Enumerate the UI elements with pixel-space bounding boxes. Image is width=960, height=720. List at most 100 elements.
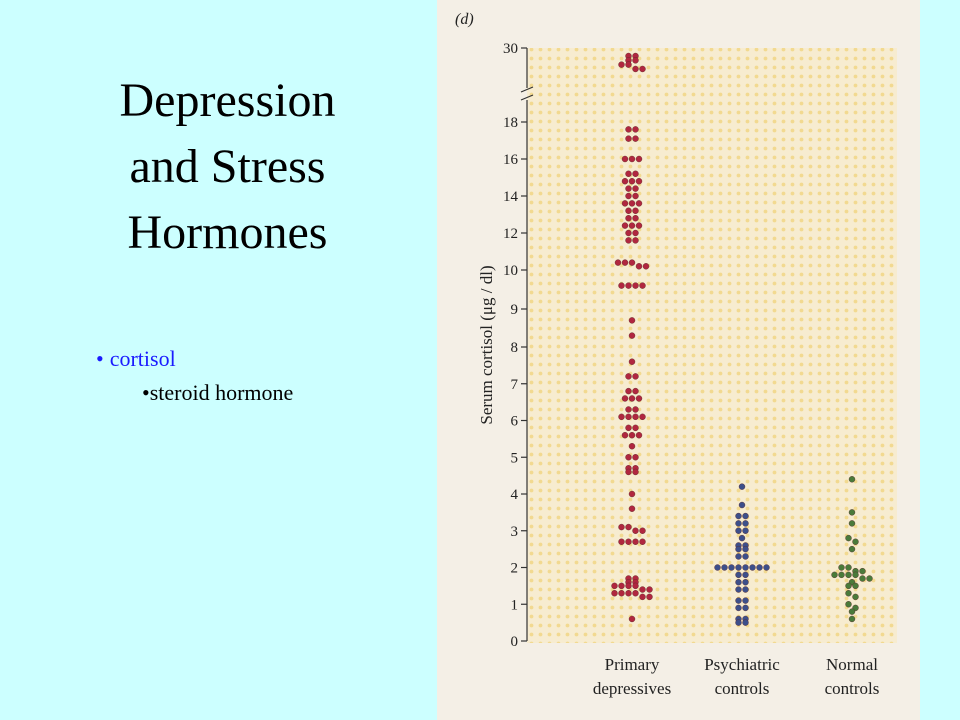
data-point xyxy=(628,317,636,324)
bullet-cortisol-text: cortisol xyxy=(109,346,176,371)
data-point xyxy=(632,185,639,192)
data-point xyxy=(618,282,625,289)
data-point xyxy=(625,582,632,590)
data-point xyxy=(632,413,639,421)
data-point xyxy=(735,604,742,612)
data-point xyxy=(735,571,742,579)
data-point xyxy=(628,222,636,229)
data-point xyxy=(635,200,643,207)
bullet-steroid-hormone: •steroid hormone xyxy=(142,379,293,407)
data-point xyxy=(628,615,636,623)
data-point xyxy=(625,192,632,200)
data-point xyxy=(866,575,873,582)
data-point xyxy=(621,259,629,266)
y-tick-label: 2 xyxy=(511,561,519,577)
y-tick-label: 14 xyxy=(503,189,519,205)
y-tick-label: 5 xyxy=(511,450,519,466)
data-point xyxy=(625,406,632,413)
data-point xyxy=(735,586,742,593)
data-point xyxy=(625,413,632,421)
data-point xyxy=(845,590,852,597)
data-point xyxy=(635,222,643,229)
data-point xyxy=(632,65,639,73)
data-point xyxy=(738,483,746,490)
y-tick-label: 30 xyxy=(503,41,518,57)
title-line-1: Depression xyxy=(119,74,336,127)
data-point xyxy=(628,443,636,450)
data-point xyxy=(611,590,618,597)
data-point xyxy=(845,571,852,579)
slide-title: Depression and Stress Hormones xyxy=(40,68,415,266)
data-point xyxy=(625,126,632,133)
data-point xyxy=(628,432,636,439)
plot-area xyxy=(527,48,897,643)
panel-label: (d) xyxy=(455,11,474,28)
data-point xyxy=(632,282,639,289)
data-point xyxy=(831,571,838,579)
x-label-psychiatric-1: Psychiatric xyxy=(704,655,780,674)
x-label-psychiatric-2: controls xyxy=(715,679,770,698)
y-tick-label: 4 xyxy=(511,487,519,503)
data-point xyxy=(852,582,859,590)
data-point xyxy=(642,263,650,270)
data-point xyxy=(742,553,749,560)
data-point xyxy=(742,512,749,520)
data-point xyxy=(742,527,749,534)
data-point xyxy=(742,520,749,527)
data-point xyxy=(646,586,653,593)
data-point xyxy=(714,564,721,571)
data-point xyxy=(618,590,625,597)
data-point xyxy=(735,597,742,604)
data-point xyxy=(625,185,632,192)
figure-panel: 0 1 2 3 4 5 6 7 8 9 10 12 14 16 18 30 (d) Serum cortiso… xyxy=(437,0,920,720)
data-point xyxy=(632,454,639,461)
data-point xyxy=(618,582,625,590)
data-point xyxy=(742,604,749,612)
data-point xyxy=(728,564,735,571)
data-point xyxy=(742,619,749,626)
data-point xyxy=(845,564,852,571)
data-point xyxy=(721,564,728,571)
data-point xyxy=(628,259,636,266)
data-point xyxy=(845,601,852,608)
data-point xyxy=(852,538,859,545)
data-point xyxy=(845,582,852,590)
data-point xyxy=(632,406,639,413)
data-point xyxy=(625,229,632,237)
data-point xyxy=(848,520,856,527)
data-point xyxy=(742,586,749,593)
y-tick-label: 6 xyxy=(511,414,519,430)
data-point xyxy=(763,564,770,571)
data-point xyxy=(852,571,859,579)
sub-bullet-marker: • xyxy=(142,380,150,405)
bullet-steroid-text: steroid hormone xyxy=(149,380,294,405)
data-point xyxy=(632,373,639,380)
data-point xyxy=(628,155,636,163)
data-point xyxy=(625,387,632,395)
data-point xyxy=(632,214,639,222)
data-point xyxy=(632,424,639,432)
title-line-3: Hormones xyxy=(127,206,328,259)
data-point xyxy=(639,586,646,593)
data-point xyxy=(632,582,639,590)
data-point xyxy=(742,571,749,579)
data-point xyxy=(735,564,742,571)
x-label-normal-2: controls xyxy=(825,679,880,698)
data-point xyxy=(628,505,636,512)
data-point xyxy=(848,476,856,483)
data-point xyxy=(632,170,639,178)
data-point xyxy=(639,413,646,421)
data-point xyxy=(621,222,629,229)
data-point xyxy=(618,538,625,545)
data-point xyxy=(742,597,749,604)
data-point xyxy=(742,545,749,553)
data-point xyxy=(735,553,742,560)
data-point xyxy=(628,177,636,185)
data-point xyxy=(632,57,639,64)
y-tick-label: 9 xyxy=(511,302,519,318)
data-point xyxy=(625,170,632,178)
title-line-2: and Stress xyxy=(129,140,326,193)
data-point xyxy=(632,387,639,395)
y-tick-label: 12 xyxy=(503,226,518,242)
data-point xyxy=(632,229,639,237)
